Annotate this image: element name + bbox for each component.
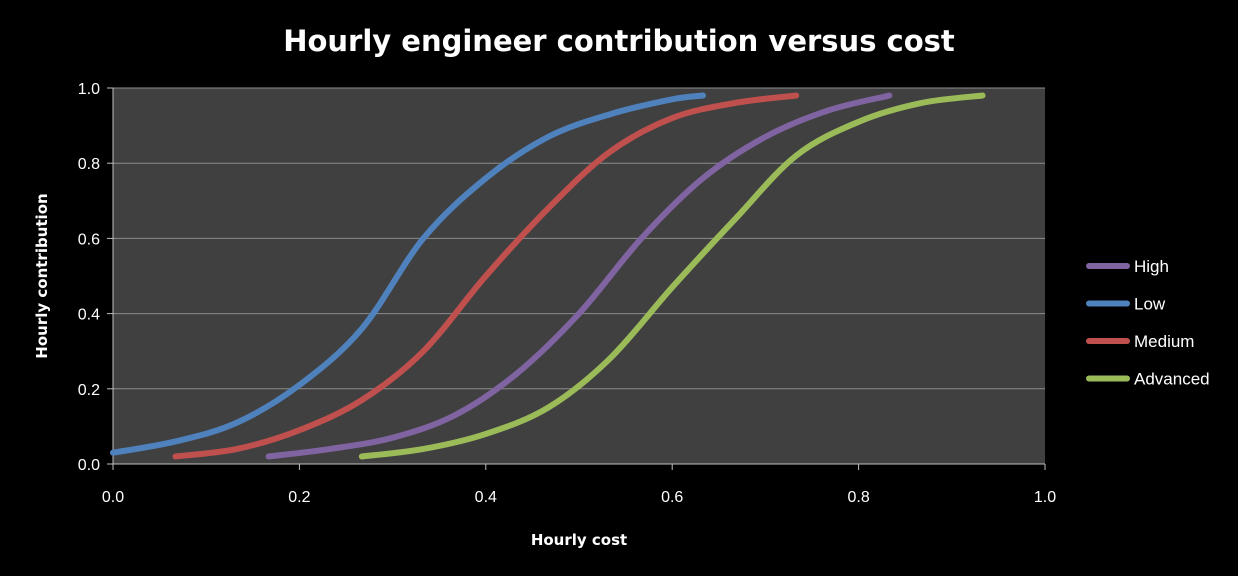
x-tick-label: 0.8 [847,489,869,506]
chart-title: Hourly engineer contribution versus cost [283,24,955,58]
x-tick-label: 0.6 [661,489,683,506]
axes [107,87,1046,470]
x-axis-label: Hourly cost [531,531,627,549]
x-tick-label: 0.4 [475,489,497,506]
y-tick-label: 0.6 [78,231,100,248]
y-axis-label: Hourly contribution [33,193,51,358]
y-tick-label: 0.8 [78,156,100,173]
tick-labels: 0.0 0.2 0.4 0.6 0.8 1.0 0.0 0.2 0.4 0.6 0.8 1.0 [78,81,1056,506]
legend-label-advanced: Advanced [1134,370,1210,389]
legend-label-high: High [1134,257,1169,276]
x-tick-label: 0.0 [102,489,124,506]
y-tick-label: 0.4 [78,307,100,324]
y-tick-label: 0.2 [78,382,100,399]
legend-label-low: Low [1134,295,1166,314]
x-tick-label: 0.2 [288,489,310,506]
series-line-high [265,92,893,460]
y-tick-label: 0.0 [78,457,100,474]
series-line-advanced [358,92,986,460]
y-tick-label: 1.0 [78,81,100,98]
series-line-medium [172,92,800,460]
series-line-low [110,92,706,456]
x-tick-label: 1.0 [1034,489,1056,506]
legend: High Low Medium Advanced [1086,257,1210,389]
series-lines [110,92,986,460]
legend-label-medium: Medium [1134,332,1194,351]
plot-area [113,88,1045,464]
